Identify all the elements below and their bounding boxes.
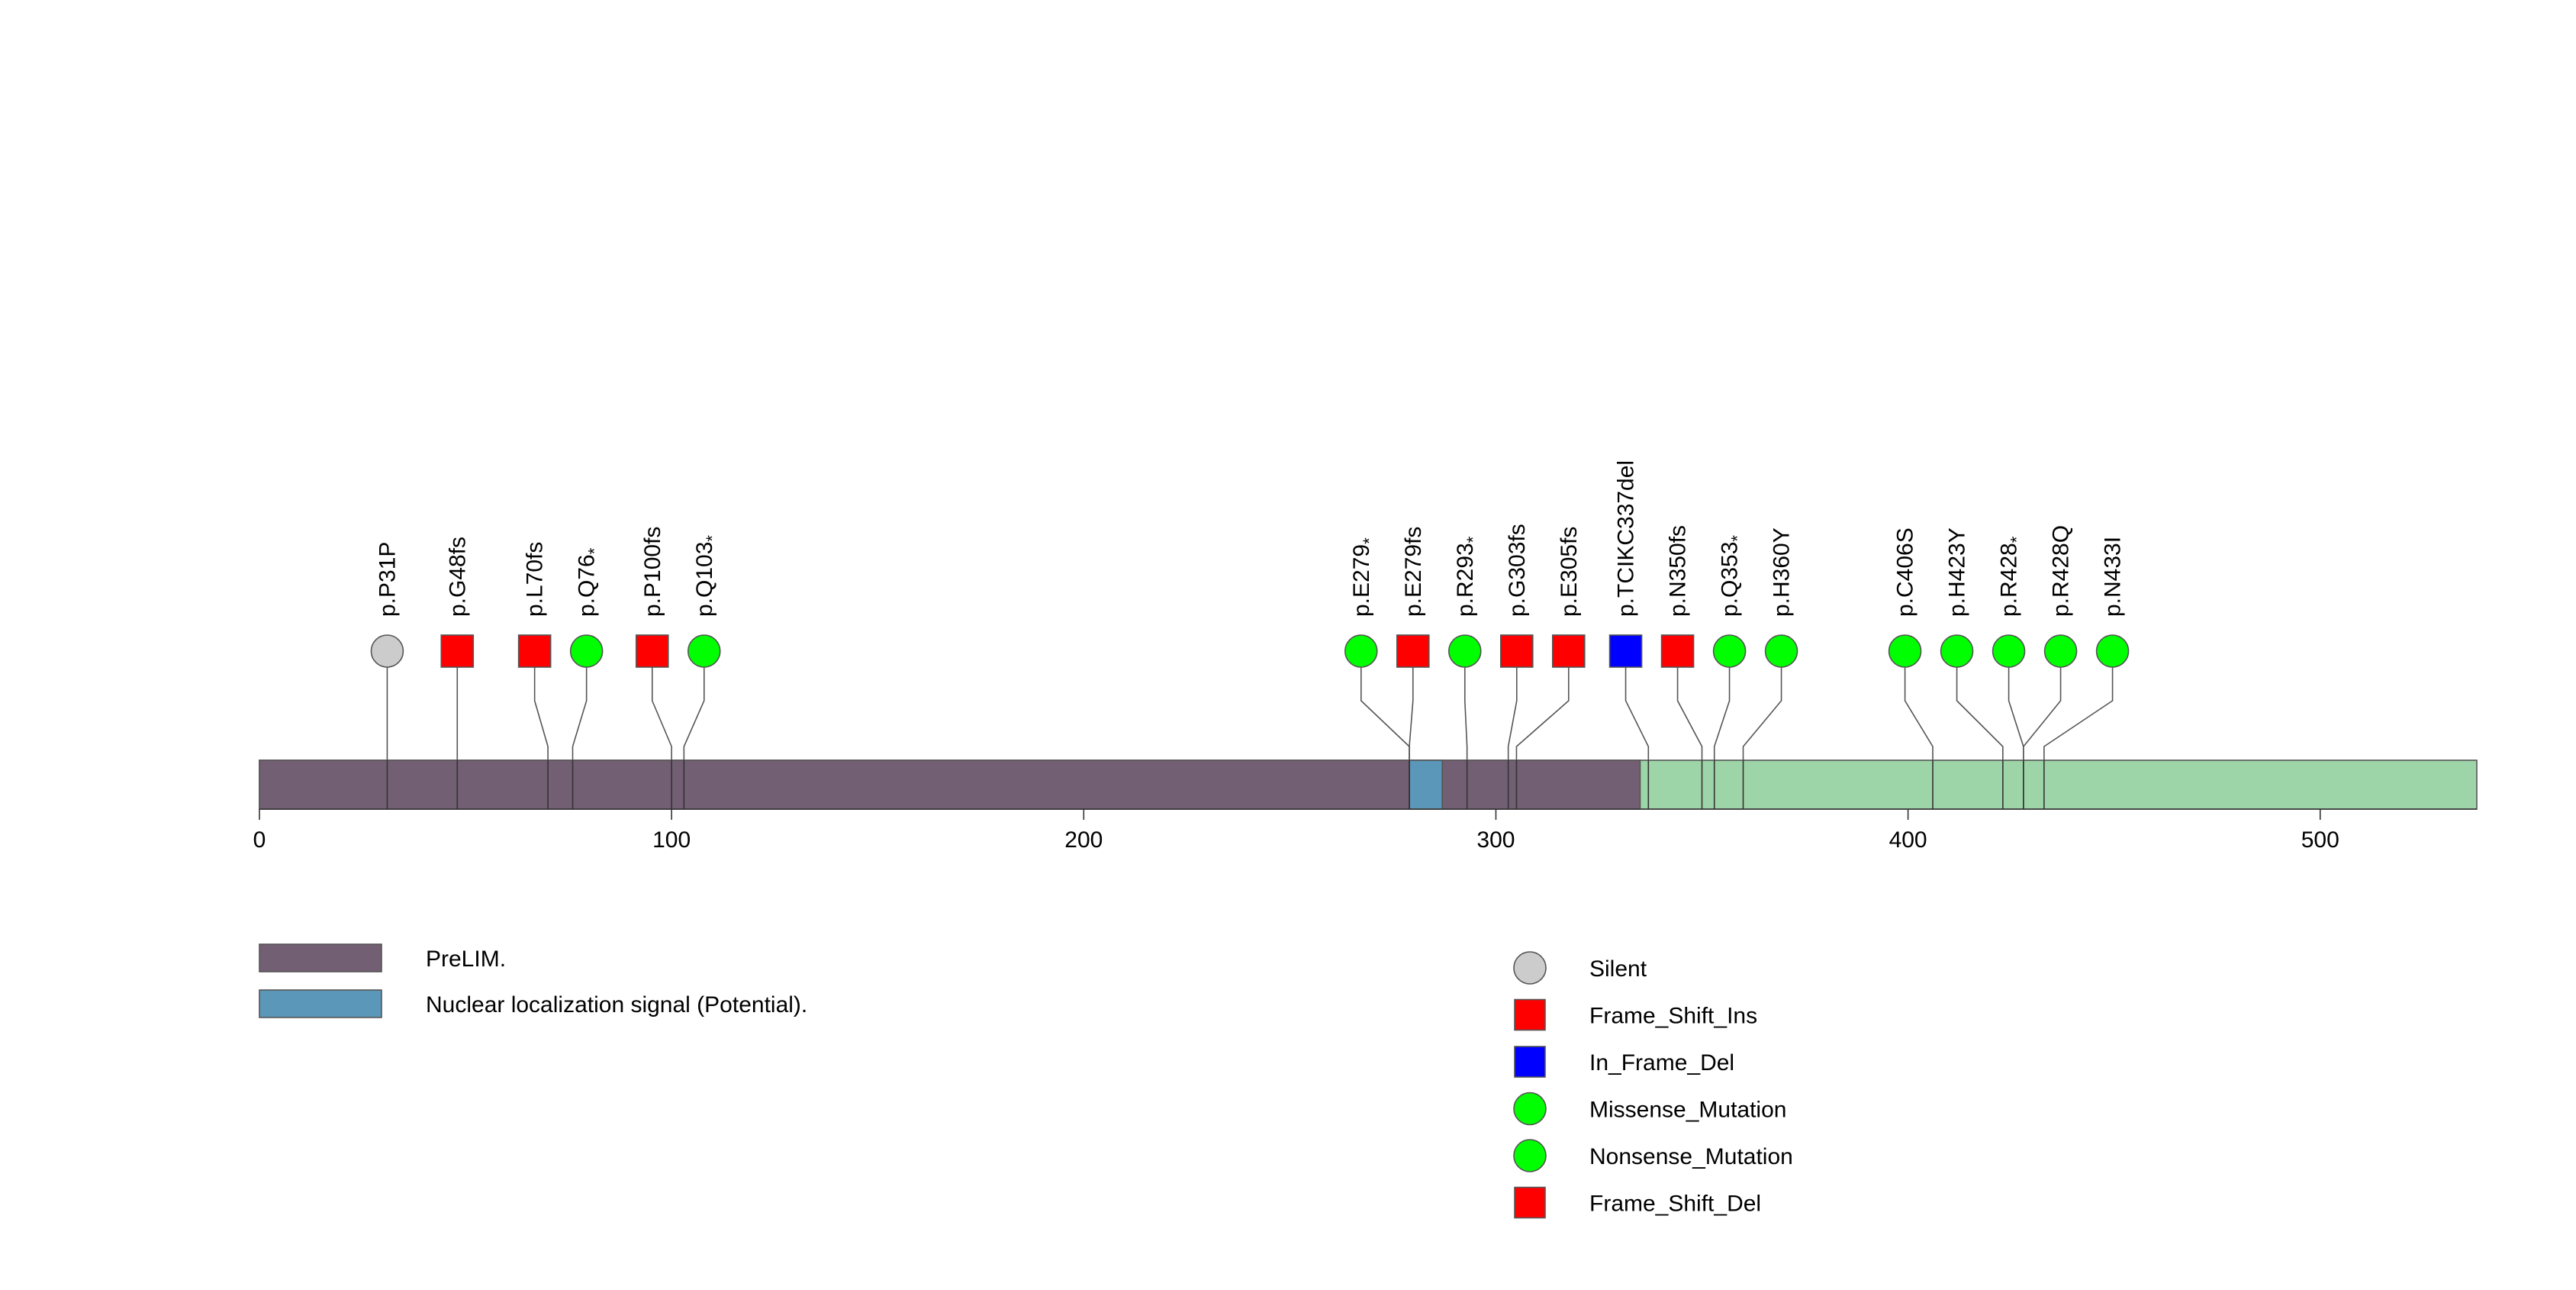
mutation-stem — [683, 651, 705, 760]
mutation-label: p.C406S — [1893, 527, 1918, 617]
mutation-marker-square — [1660, 634, 1695, 668]
asterisk-glyph: * — [585, 547, 604, 554]
legend-mutation-label: Frame_Shift_Ins — [1589, 1004, 1757, 1029]
legend-mutation-square — [1514, 1046, 1546, 1078]
mutation-label: p.E279* — [1349, 537, 1379, 617]
mutation-stems — [386, 651, 2114, 760]
mutation-marker-circle — [2095, 634, 2130, 668]
mutation-stem — [1463, 651, 1468, 760]
mutation-marker-square — [1608, 634, 1643, 668]
axis-tick-label: 300 — [1476, 827, 1515, 853]
legend: PreLIM. Nuclear localization signal (Pote… — [259, 943, 1793, 1219]
mutation-stem — [1507, 651, 1518, 760]
mutation-marker-square — [517, 634, 552, 668]
mutation-marker-square — [1551, 634, 1586, 668]
mutation-marker-circle — [370, 634, 404, 668]
asterisk-glyph: * — [1360, 537, 1379, 544]
mutation-marker-circle — [1344, 634, 1378, 668]
mutation-markers — [370, 634, 2130, 668]
mutation-marker-circle — [1888, 634, 1922, 668]
axis-tick-label: 400 — [1889, 827, 1927, 853]
mutation-label: p.P100fs — [640, 527, 665, 617]
axis-tick-label: 500 — [2301, 827, 2339, 853]
legend-domain-label: Nuclear localization signal (Potential). — [426, 992, 807, 1017]
mutation-marker-square — [1499, 634, 1534, 668]
mutation-labels: p.P31P p.G48fs p.L70fs p.Q76* p.P100fs p.Q103… — [375, 460, 2125, 617]
legend-domain-label: PreLIM. — [426, 947, 506, 972]
mutation-marker-circle — [1764, 634, 1798, 668]
mutation-marker-circle — [1447, 634, 1482, 668]
mutation-stem — [572, 651, 588, 760]
mutation-stem — [1742, 651, 1782, 760]
mutation-stem — [1676, 651, 1703, 760]
mutation-label: p.R428Q — [2049, 525, 2074, 617]
legend-domain-swatch — [259, 989, 382, 1018]
legend-mutation-square — [1514, 1186, 1546, 1219]
x-axis: 0 100 200 300 400 500 — [253, 808, 2477, 853]
mutation-marker-circle — [569, 634, 604, 668]
mutation-label: p.G48fs — [445, 537, 470, 617]
mutation-label: p.R428* — [1997, 536, 2027, 617]
mutation-label: p.E305fs — [1557, 527, 1582, 617]
asterisk-glyph: * — [703, 535, 722, 542]
mutation-marker-square — [635, 634, 669, 668]
mutation-marker-circle — [1940, 634, 1974, 668]
mutation-label: p.R293* — [1453, 536, 1483, 617]
mutation-label: p.N350fs — [1666, 525, 1691, 617]
mutation-label: p.Q76* — [575, 547, 604, 617]
mutation-label: p.P31P — [375, 542, 400, 617]
mutation-marker-square — [1396, 634, 1430, 668]
axis-tick-label: 100 — [652, 827, 691, 853]
mutation-label: p.H360Y — [1769, 527, 1795, 617]
axis-tick-label: 0 — [253, 827, 266, 853]
asterisk-glyph: * — [2008, 536, 2027, 543]
legend-mutation-label: Silent — [1589, 956, 1647, 982]
mutation-stem — [533, 651, 549, 760]
mutation-label: p.TCIKC337del — [1614, 460, 1639, 617]
legend-mutation-label: In_Frame_Del — [1589, 1050, 1734, 1076]
mutation-stem — [1904, 651, 1934, 760]
mutation-label: p.G303fs — [1505, 524, 1530, 617]
mutation-stem — [1956, 651, 2004, 760]
mutation-label: p.Q103* — [692, 535, 722, 617]
mutation-stem — [651, 651, 672, 760]
mutation-label: p.N433I — [2101, 537, 2126, 617]
mutation-label: p.Q353* — [1718, 535, 1747, 617]
mutation-marker-circle — [2043, 634, 2078, 668]
mutation-stem — [1713, 651, 1731, 760]
axis-tick-label: 200 — [1064, 827, 1103, 853]
mutation-stem — [1409, 651, 1414, 760]
mutation-stem — [2023, 651, 2062, 760]
legend-mutation-square — [1514, 998, 1546, 1031]
asterisk-glyph: * — [1463, 536, 1483, 543]
mutation-marker-square — [440, 634, 475, 668]
protein-backbone-group — [259, 759, 2478, 810]
legend-mutation-label: Missense_Mutation — [1589, 1098, 1786, 1123]
mutation-marker-circle — [1992, 634, 2026, 668]
asterisk-glyph: * — [1728, 535, 1747, 542]
legend-domain-swatch — [259, 943, 382, 972]
legend-mutation-label: Frame_Shift_Del — [1589, 1192, 1761, 1217]
domain-bar — [1409, 759, 1444, 810]
mutation-label: p.L70fs — [523, 542, 548, 617]
mutation-stem — [2043, 651, 2114, 760]
legend-mutation-label: Nonsense_Mutation — [1589, 1144, 1793, 1169]
mutation-marker-circle — [1712, 634, 1747, 668]
legend-mutation-circle — [1513, 1092, 1547, 1126]
mutation-label: p.E279fs — [1401, 527, 1426, 617]
mutation-label: p.H423Y — [1945, 527, 1970, 617]
mutation-marker-circle — [687, 634, 721, 668]
mutation-stem — [1624, 651, 1650, 760]
legend-mutation-circle — [1513, 951, 1547, 985]
mutation-stem — [1515, 651, 1570, 760]
legend-mutation-circle — [1513, 1139, 1547, 1172]
